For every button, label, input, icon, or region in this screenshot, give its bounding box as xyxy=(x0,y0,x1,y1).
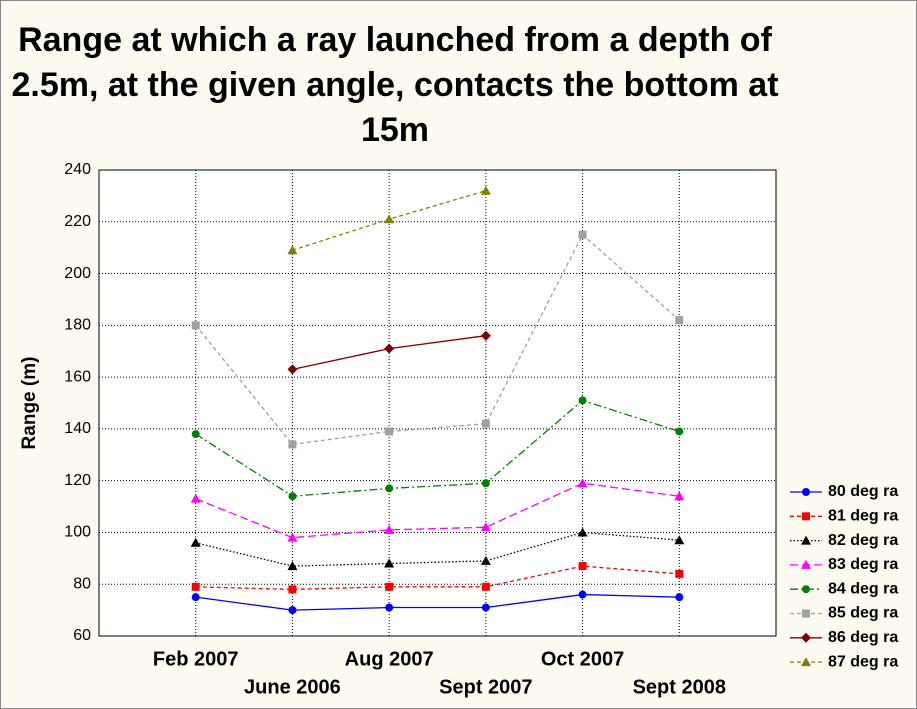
chart-title: Range at which a ray launched from a dep… xyxy=(11,21,779,149)
data-point xyxy=(674,491,685,501)
y-tick-label: 140 xyxy=(64,420,91,437)
data-point xyxy=(674,535,685,545)
data-point xyxy=(578,230,587,239)
series-line xyxy=(195,399,680,497)
data-point xyxy=(675,569,684,578)
legend-label: 83 deg ra xyxy=(828,556,898,573)
data-point xyxy=(384,524,395,534)
data-point xyxy=(480,185,491,195)
data-point xyxy=(481,603,490,612)
legend-label: 86 deg ra xyxy=(828,629,898,646)
data-point xyxy=(287,532,298,542)
legend-label: 85 deg ra xyxy=(828,605,898,622)
series-line xyxy=(195,565,680,591)
series-line xyxy=(195,531,680,567)
series-line xyxy=(195,593,680,611)
data-point xyxy=(191,582,200,591)
x-tick-label: Sept 2008 xyxy=(633,676,726,698)
data-point xyxy=(288,440,297,449)
data-point xyxy=(287,245,298,255)
data-point xyxy=(385,484,394,493)
y-tick-label: 200 xyxy=(64,265,91,282)
data-point xyxy=(287,364,298,375)
data-point xyxy=(288,585,297,594)
data-point xyxy=(675,427,684,436)
data-point xyxy=(675,593,684,602)
legend-marker xyxy=(801,657,811,667)
y-tick-label: 80 xyxy=(73,575,91,592)
data-point xyxy=(385,582,394,591)
x-tick-label: Oct 2007 xyxy=(541,648,624,670)
data-point xyxy=(190,493,201,503)
data-point xyxy=(288,492,297,501)
data-point xyxy=(191,321,200,330)
legend-marker xyxy=(801,559,811,569)
data-point xyxy=(481,479,490,488)
y-tick-label: 160 xyxy=(64,368,91,385)
data-point xyxy=(385,603,394,612)
y-tick-label: 100 xyxy=(64,524,91,541)
data-point xyxy=(480,330,491,341)
plot-area xyxy=(98,169,777,637)
y-axis-label: Range (m) xyxy=(19,357,40,450)
y-tick-label: 180 xyxy=(64,317,91,334)
data-point xyxy=(577,478,588,488)
legend-label: 84 deg ra xyxy=(828,580,898,597)
legend-marker xyxy=(802,609,810,618)
data-point xyxy=(480,555,491,565)
data-point xyxy=(384,214,395,224)
legend-marker xyxy=(802,585,810,594)
legend-marker xyxy=(801,632,811,643)
y-tick-label: 220 xyxy=(64,213,91,230)
y-tick-label: 60 xyxy=(73,627,91,644)
series-line xyxy=(195,482,680,539)
legend-marker xyxy=(802,488,810,496)
data-point xyxy=(481,582,490,591)
data-point xyxy=(577,527,588,537)
data-point xyxy=(578,590,587,599)
legend-label: 80 deg ra xyxy=(828,483,898,500)
data-point xyxy=(384,343,395,354)
data-point xyxy=(287,561,298,571)
data-point xyxy=(480,522,491,532)
data-point xyxy=(288,606,297,615)
y-tick-label: 120 xyxy=(64,472,91,489)
data-point xyxy=(578,562,587,571)
legend-marker xyxy=(801,535,811,545)
x-tick-label: Feb 2007 xyxy=(153,648,239,670)
data-point xyxy=(578,396,587,405)
series-line xyxy=(195,233,680,446)
legend-label: 87 deg ra xyxy=(828,653,898,670)
x-tick-label: June 2006 xyxy=(244,676,341,698)
legend-marker xyxy=(802,512,810,521)
legend-label: 82 deg ra xyxy=(828,532,898,549)
data-point xyxy=(675,316,684,325)
data-point xyxy=(481,419,490,428)
data-point xyxy=(384,558,395,568)
data-point xyxy=(191,430,200,439)
x-tick-label: Sept 2007 xyxy=(439,676,532,698)
data-point xyxy=(190,537,201,547)
data-point xyxy=(385,427,394,436)
y-tick-label: 240 xyxy=(64,161,91,178)
data-point xyxy=(191,593,200,602)
legend-label: 81 deg ra xyxy=(828,508,898,525)
x-tick-label: Aug 2007 xyxy=(345,648,434,670)
